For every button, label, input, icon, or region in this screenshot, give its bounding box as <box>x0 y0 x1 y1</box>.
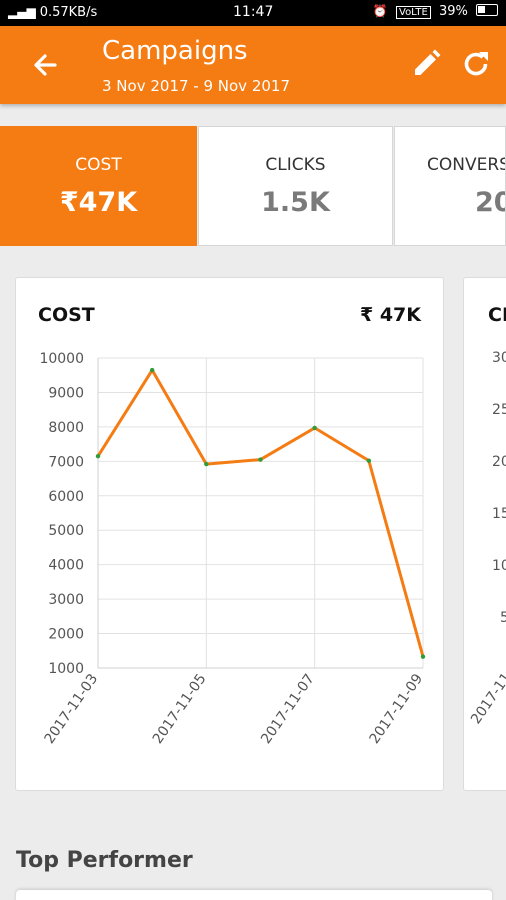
y-tick-label: 200 <box>492 454 506 470</box>
x-tick-label: 2017-11-03 <box>41 671 101 747</box>
clock: 11:47 <box>233 4 274 20</box>
top-performer-card <box>16 890 492 900</box>
y-tick-label: 6000 <box>48 489 84 505</box>
card-value: ₹ 47K <box>360 304 421 326</box>
y-tick-label: 150 <box>492 506 506 522</box>
date-range: 3 Nov 2017 - 9 Nov 2017 <box>102 77 291 95</box>
section-title-top-performer: Top Performer <box>16 848 193 873</box>
status-right: ⏰ VoLTE 39% <box>373 4 498 19</box>
data-point <box>258 457 263 462</box>
cost-chart-card: COST ₹ 47K 10000 9000 8000 7000 6000 5000 4000… <box>15 277 444 791</box>
battery-icon <box>476 4 498 16</box>
data-point <box>366 458 372 463</box>
metric-value: 20 <box>475 187 505 218</box>
x-tick-label: 2017-11-05 <box>150 671 210 747</box>
y-tick-label: 7000 <box>48 454 84 470</box>
alarm-icon: ⏰ <box>372 4 388 18</box>
back-button[interactable] <box>28 48 62 82</box>
data-point <box>312 425 317 431</box>
network-speed: 0.57KB/s <box>39 5 98 20</box>
y-tick-label: 250 <box>492 402 506 418</box>
metric-label: CONVERSIONS <box>427 155 505 175</box>
lte-badge: VoLTE <box>396 6 431 19</box>
card-title: CLICKS <box>488 304 506 326</box>
signal-icon: ▂▄▆ <box>8 5 36 19</box>
y-tick-label: 50 <box>500 610 506 626</box>
refresh-icon <box>464 52 488 76</box>
data-point <box>420 654 426 659</box>
data-point <box>204 461 209 467</box>
metric-tab-cost[interactable]: COST ₹47K <box>0 126 197 246</box>
card-title: COST <box>38 304 95 326</box>
clicks-chart-card: CLICKS 300 250 200 150 100 50 2017-11-03 <box>463 277 506 791</box>
y-tick-label: 2000 <box>48 627 84 643</box>
metric-value: ₹47K <box>59 187 138 218</box>
x-tick-label: 2017-11-07 <box>258 671 318 747</box>
status-bar: ▂▄▆ 0.57KB/s 11:47 ⏰ VoLTE 39% <box>0 0 506 26</box>
y-tick-label: 3000 <box>48 592 84 608</box>
metric-label: CLICKS <box>265 155 326 175</box>
arrow-back-icon <box>34 54 57 76</box>
y-tick-label: 9000 <box>48 385 84 401</box>
y-tick-label: 8000 <box>48 420 84 436</box>
data-point <box>95 453 101 459</box>
x-tick-label: 2017-11-09 <box>366 671 426 747</box>
metric-value: 1.5K <box>261 187 330 218</box>
cost-series-line <box>96 368 425 657</box>
metric-tabs: COST ₹47K CLICKS 1.5K CONVERSIONS 20 <box>0 126 506 246</box>
data-point <box>149 367 155 373</box>
battery-percent: 39% <box>438 4 468 19</box>
x-tick-label: 2017-11-03 <box>468 651 506 728</box>
y-tick-label: 1000 <box>48 661 84 677</box>
metric-label: COST <box>75 155 122 175</box>
metric-tab-conversions[interactable]: CONVERSIONS 20 <box>394 126 506 246</box>
cost-line-chart: 10000 9000 8000 7000 6000 5000 4000 3000 2000 100… <box>39 351 426 747</box>
status-left: ▂▄▆ 0.57KB/s <box>8 5 97 20</box>
edit-button[interactable] <box>408 46 444 82</box>
metric-tab-clicks[interactable]: CLICKS 1.5K <box>198 126 393 246</box>
page-title: Campaigns <box>102 36 248 66</box>
y-tick-label: 4000 <box>48 558 84 574</box>
app-bar: Campaigns 3 Nov 2017 - 9 Nov 2017 <box>0 26 506 104</box>
y-tick-label: 300 <box>492 350 506 366</box>
pencil-icon <box>415 49 441 75</box>
refresh-button[interactable] <box>458 46 494 82</box>
y-tick-label: 10000 <box>39 351 84 367</box>
y-tick-label: 100 <box>492 558 506 574</box>
y-tick-label: 5000 <box>48 523 84 539</box>
